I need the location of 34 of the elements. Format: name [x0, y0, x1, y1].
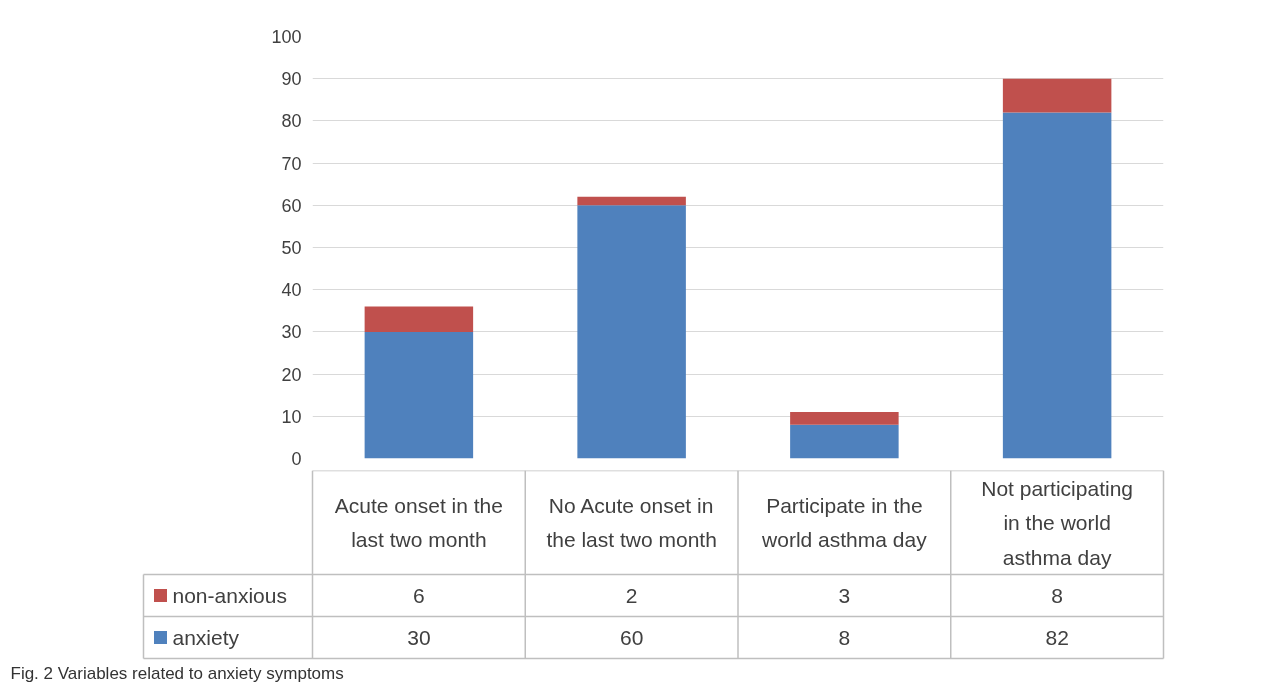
y-tick-label: 30 [281, 322, 302, 343]
legend-label: non-anxious [172, 584, 287, 607]
y-tick-label: 80 [281, 111, 302, 132]
x-tick-label: Acute onset in the last two month [334, 493, 503, 552]
bar [364, 331, 474, 459]
y-tick-label: 0 [291, 449, 302, 469]
bar [1002, 112, 1112, 459]
data-label: 60 [619, 625, 644, 649]
data-label: 8 [1051, 583, 1063, 607]
y-tick-label: 10 [281, 406, 302, 427]
x-tick-label: Not participating in the world asthma day [981, 476, 1133, 569]
bar [577, 196, 686, 206]
y-tick-label: 40 [281, 280, 302, 301]
y-tick-label: 60 [281, 195, 302, 216]
data-label: 3 [838, 583, 851, 607]
bar [1002, 78, 1112, 113]
data-label: 8 [838, 625, 851, 649]
y-tick-label: 70 [281, 153, 302, 174]
y-tick-label: 90 [281, 69, 302, 90]
data-label: 2 [625, 583, 638, 607]
x-tick-label: Participate in the world asthma day [761, 493, 928, 552]
bar [790, 424, 899, 459]
data-label: 30 [407, 625, 431, 649]
y-tick-label: 50 [281, 238, 302, 258]
bar [577, 205, 686, 459]
x-tick-label: No Acute onset in the last two month [546, 493, 717, 552]
bar [364, 306, 474, 332]
bar [790, 412, 899, 425]
data-label: 6 [413, 583, 425, 607]
caption: Fig. 2 Variables related to anxiety symptoms [10, 664, 344, 683]
data-label: 82 [1045, 625, 1069, 649]
y-tick-label: 100 [271, 27, 302, 47]
legend-label: anxiety [172, 626, 240, 649]
y-tick-label: 20 [281, 364, 302, 385]
